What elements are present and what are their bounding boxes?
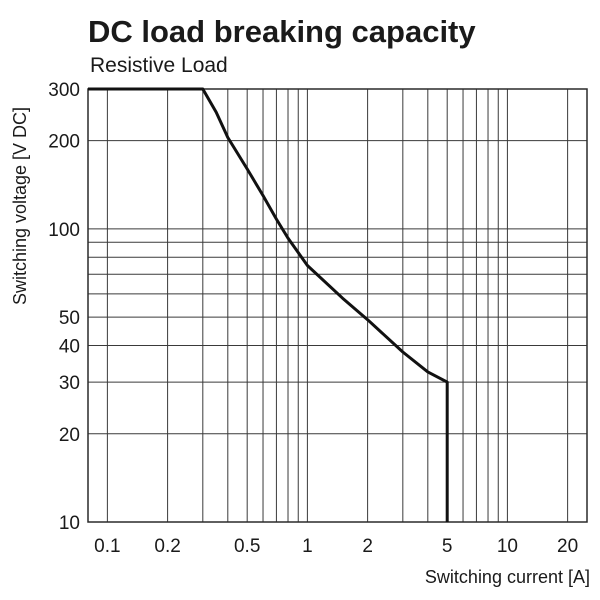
- chart-title: DC load breaking capacity: [88, 14, 476, 49]
- x-tick-label: 20: [557, 536, 578, 557]
- x-tick-label: 5: [442, 536, 453, 557]
- y-tick-labels: 10 20 30 40 50 100 200 300: [48, 80, 80, 534]
- plot-frame: [87, 88, 588, 523]
- x-tick-label: 1: [302, 536, 313, 557]
- x-tick-label: 0.5: [234, 536, 260, 557]
- x-tick-label: 0.1: [94, 536, 120, 557]
- y-tick-label: 200: [48, 132, 80, 153]
- y-tick-label: 20: [59, 425, 80, 446]
- y-tick-label: 300: [48, 80, 80, 101]
- breaking-capacity-curve: [88, 87, 449, 522]
- x-tick-label: 0.2: [154, 536, 180, 557]
- chart-subtitle: Resistive Load: [90, 54, 228, 77]
- y-tick-label: 100: [48, 220, 80, 241]
- y-axis-label: Switching voltage [V DC]: [10, 107, 30, 305]
- x-axis-label: Switching current [A]: [425, 567, 590, 587]
- y-tick-label: 10: [59, 513, 80, 534]
- x-tick-label: 10: [497, 536, 518, 557]
- y-tick-label: 30: [59, 373, 80, 394]
- y-tick-label: 40: [59, 337, 80, 358]
- y-tick-label: 50: [59, 308, 80, 329]
- grid-lines: [88, 88, 587, 523]
- x-tick-label: 2: [362, 536, 373, 557]
- x-tick-labels: 0.1 0.2 0.5 1 2 5 10 20: [94, 536, 578, 557]
